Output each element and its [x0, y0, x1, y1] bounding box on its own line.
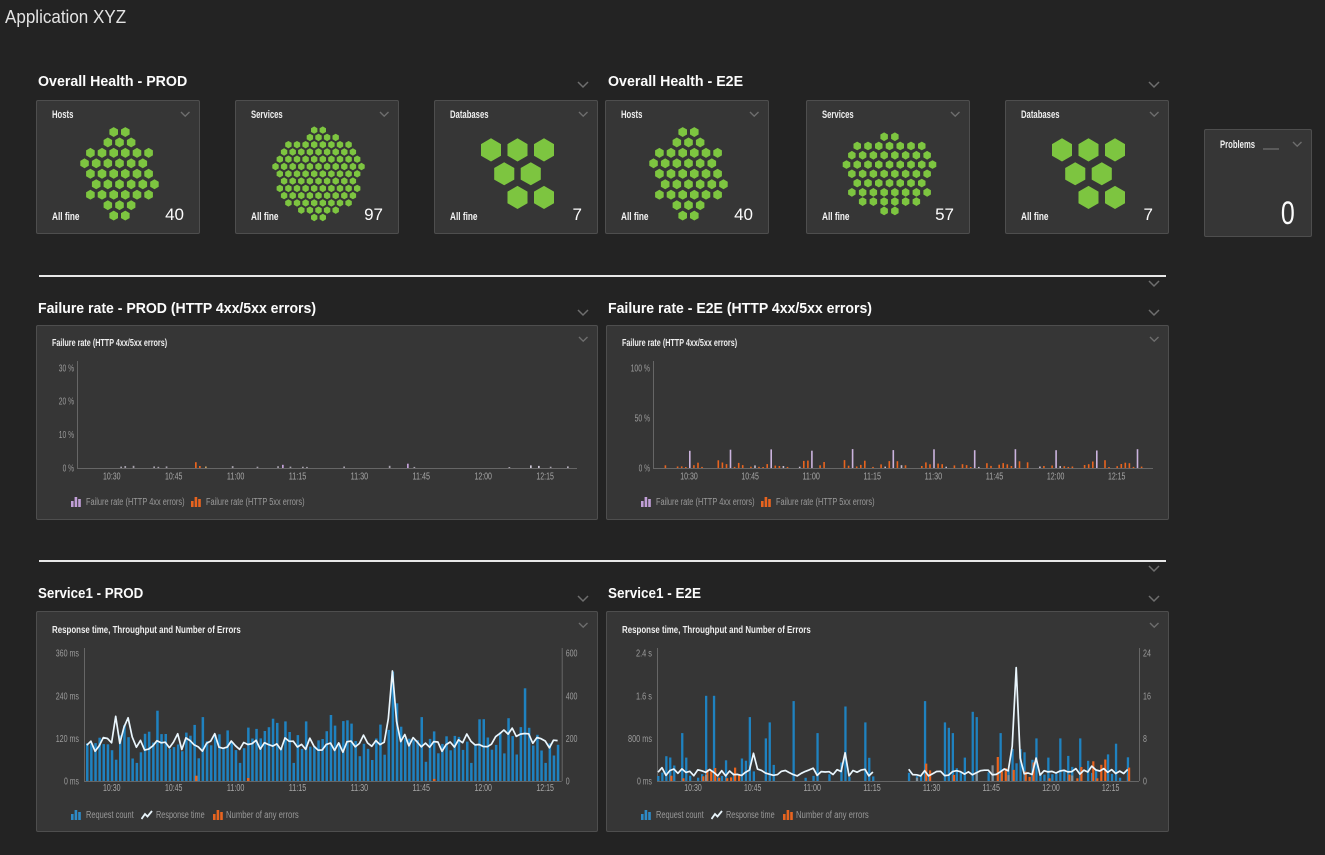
svg-text:0 ms: 0 ms [64, 777, 79, 788]
svg-text:11:30: 11:30 [351, 783, 369, 794]
svg-text:10:30: 10:30 [680, 472, 698, 483]
svg-text:240 ms: 240 ms [56, 691, 79, 702]
svg-text:10:45: 10:45 [165, 783, 183, 794]
svg-text:0 %: 0 % [639, 464, 650, 475]
svg-text:10:30: 10:30 [103, 472, 121, 483]
svg-text:11:00: 11:00 [802, 472, 820, 483]
svg-text:24: 24 [1143, 649, 1151, 660]
svg-text:16: 16 [1143, 691, 1151, 702]
svg-text:11:30: 11:30 [923, 783, 941, 794]
svg-text:600: 600 [566, 649, 578, 660]
svg-text:2.4 s: 2.4 s [636, 649, 652, 660]
svg-text:50 %: 50 % [635, 414, 650, 425]
svg-text:8: 8 [1143, 734, 1147, 745]
svg-text:0: 0 [566, 777, 570, 788]
svg-text:10:45: 10:45 [744, 783, 762, 794]
svg-text:100 %: 100 % [631, 364, 650, 375]
svg-text:0 %: 0 % [63, 464, 74, 475]
svg-text:12:15: 12:15 [536, 472, 554, 483]
svg-text:0 ms: 0 ms [637, 777, 652, 788]
svg-text:11:30: 11:30 [925, 472, 943, 483]
svg-text:11:15: 11:15 [863, 783, 881, 794]
svg-text:11:15: 11:15 [864, 472, 882, 483]
svg-text:12:00: 12:00 [1042, 783, 1060, 794]
svg-text:11:15: 11:15 [289, 783, 307, 794]
svg-text:0: 0 [1143, 777, 1147, 788]
svg-text:1.6 s: 1.6 s [636, 691, 652, 702]
svg-text:11:00: 11:00 [227, 472, 245, 483]
svg-text:360 ms: 360 ms [56, 649, 79, 660]
svg-text:12:15: 12:15 [1102, 783, 1120, 794]
svg-text:11:45: 11:45 [413, 472, 431, 483]
svg-text:12:15: 12:15 [1108, 472, 1126, 483]
svg-text:11:15: 11:15 [289, 472, 307, 483]
svg-text:10:30: 10:30 [684, 783, 702, 794]
svg-text:11:45: 11:45 [986, 472, 1004, 483]
svg-text:11:00: 11:00 [804, 783, 822, 794]
svg-text:12:15: 12:15 [536, 783, 554, 794]
svg-text:10:45: 10:45 [165, 472, 183, 483]
svg-text:11:00: 11:00 [227, 783, 245, 794]
svg-text:11:45: 11:45 [413, 783, 431, 794]
svg-text:12:00: 12:00 [1047, 472, 1065, 483]
svg-text:11:45: 11:45 [983, 783, 1001, 794]
svg-text:800 ms: 800 ms [628, 734, 652, 745]
svg-text:12:00: 12:00 [474, 472, 492, 483]
svg-text:12:00: 12:00 [474, 783, 492, 794]
svg-text:120 ms: 120 ms [56, 734, 79, 745]
svg-text:400: 400 [566, 691, 578, 702]
svg-text:11:30: 11:30 [351, 472, 369, 483]
svg-text:10:30: 10:30 [103, 783, 121, 794]
svg-text:10 %: 10 % [59, 430, 74, 441]
svg-text:200: 200 [566, 734, 578, 745]
svg-text:20 %: 20 % [59, 397, 74, 408]
svg-text:10:45: 10:45 [741, 472, 759, 483]
svg-text:30 %: 30 % [59, 363, 74, 374]
